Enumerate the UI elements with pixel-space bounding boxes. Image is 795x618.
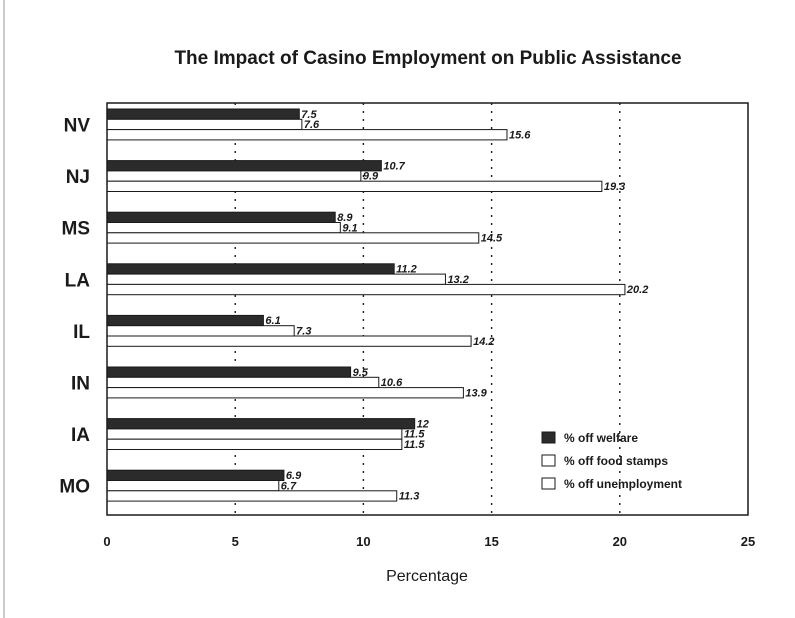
- legend-swatch: [541, 477, 556, 490]
- legend-label: % off welfare: [564, 431, 638, 445]
- data-label: 6.9: [286, 470, 302, 482]
- data-label: 7.3: [296, 326, 311, 338]
- category-label: NV: [64, 115, 91, 136]
- bar: [106, 480, 280, 492]
- chart-title: The Impact of Casino Employment on Publi…: [174, 48, 681, 69]
- bar: [106, 335, 472, 347]
- bar: [106, 232, 480, 244]
- bar: [106, 283, 626, 296]
- data-label: 7.5: [301, 109, 317, 121]
- bar: [106, 108, 300, 120]
- x-tick-label: 25: [741, 534, 755, 549]
- bar: [106, 325, 295, 337]
- data-label: 13.9: [465, 387, 487, 399]
- category-labels: NV NJ MS LA IL IN IA MO: [59, 115, 90, 497]
- category-label: NJ: [66, 167, 90, 188]
- data-label: 11.5: [404, 439, 425, 451]
- category-label: IN: [71, 373, 90, 394]
- bar: [106, 129, 508, 141]
- legend-swatch: [541, 454, 556, 467]
- category-label: IA: [71, 425, 90, 446]
- bar: [106, 222, 341, 234]
- data-label: 20.2: [626, 284, 648, 296]
- bar: [106, 366, 352, 378]
- x-tick-label: 15: [484, 534, 498, 549]
- data-label: 9.1: [342, 222, 357, 234]
- bar: [106, 263, 395, 275]
- data-label: 11.3: [399, 491, 420, 503]
- bar: [106, 170, 362, 182]
- x-tick-label: 0: [103, 534, 110, 549]
- bar: [106, 160, 382, 172]
- x-axis-label: Percentage: [386, 568, 468, 585]
- category-label: MO: [59, 477, 90, 498]
- legend-swatch: [541, 431, 556, 444]
- category-label: LA: [65, 270, 91, 291]
- bar: [106, 376, 380, 389]
- data-label: 11.2: [396, 264, 417, 276]
- bar: [106, 469, 285, 482]
- category-label: MS: [62, 219, 91, 240]
- bar: [106, 490, 398, 502]
- bar: [106, 438, 403, 451]
- bar: [106, 180, 603, 192]
- plot-area: [106, 102, 749, 516]
- bar: [106, 428, 403, 440]
- data-label: 10.7: [383, 160, 405, 172]
- data-label: 9.5: [353, 367, 369, 379]
- data-label: 19.3: [604, 181, 625, 193]
- data-label: 15.6: [509, 129, 531, 141]
- x-tick-labels: 0 5 10 15 20 25: [103, 534, 755, 549]
- x-tick-label: 10: [356, 534, 370, 549]
- data-label: 14.5: [481, 233, 503, 245]
- bar: [106, 273, 446, 285]
- legend-label: % off food stamps: [564, 454, 668, 468]
- data-label: 7.6: [304, 119, 320, 131]
- data-label: 11.5: [404, 429, 425, 441]
- x-tick-label: 5: [232, 534, 239, 549]
- x-tick-label: 20: [613, 534, 627, 549]
- bars: 7.57.6 15.6 10.7 9.9 19.3 8.99.1 14.5 11.2 13.2 2…: [106, 108, 648, 503]
- bar: [106, 314, 264, 327]
- bar: [106, 387, 464, 399]
- legend-label: % off unemployment: [564, 477, 682, 491]
- bar: [106, 418, 416, 430]
- data-label: 6.7: [281, 480, 297, 492]
- data-label: 8.9: [337, 212, 353, 224]
- bar: [106, 211, 336, 223]
- data-label: 14.2: [473, 336, 494, 348]
- data-label: 6.1: [265, 315, 280, 327]
- legend: % off welfare % off food stamps % off unem…: [541, 431, 682, 491]
- bar: [106, 118, 303, 131]
- category-label: IL: [73, 322, 90, 343]
- data-label: 10.6: [381, 377, 403, 389]
- data-label: 12: [417, 418, 429, 430]
- data-label: 13.2: [447, 274, 468, 286]
- data-label: 9.9: [363, 171, 379, 183]
